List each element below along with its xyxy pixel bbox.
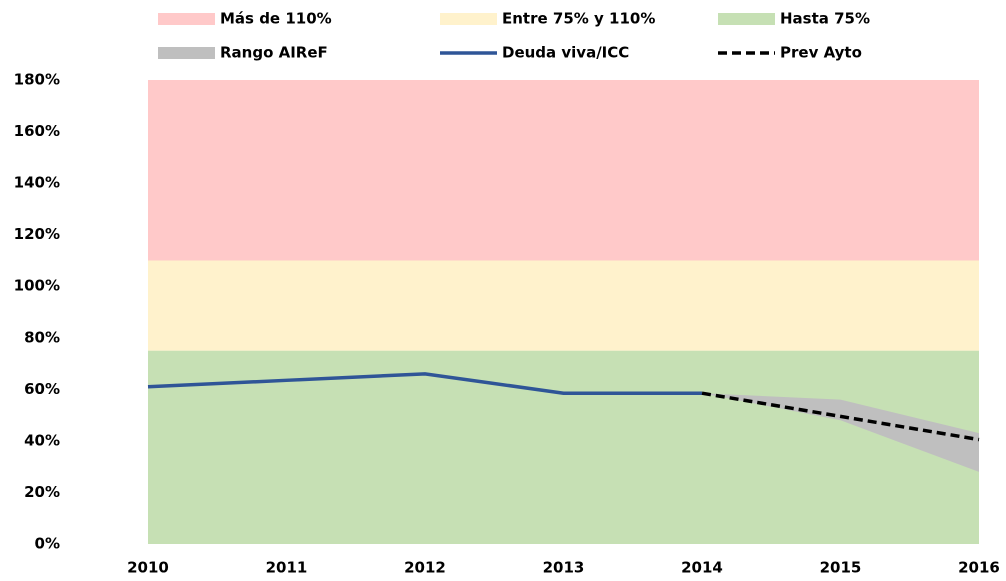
y-tick-label: 140%: [14, 174, 60, 192]
band-area: [148, 260, 979, 351]
legend-item: Deuda viva/ICC: [440, 44, 629, 62]
data-line: [147, 372, 702, 395]
legend-item: Rango AIReF: [158, 44, 328, 62]
bands: [148, 80, 979, 544]
x-tick-label: 2012: [404, 559, 446, 577]
legend-item: Hasta 75%: [718, 10, 870, 28]
legend-item: Entre 75% y 110%: [440, 10, 655, 28]
y-tick-label: 60%: [24, 380, 60, 398]
y-tick-label: 160%: [14, 122, 60, 140]
x-tick-label: 2010: [127, 559, 169, 577]
band-area: [148, 80, 979, 261]
y-tick-label: 80%: [24, 328, 60, 346]
legend-swatch: [158, 13, 215, 25]
y-tick-label: 20%: [24, 483, 60, 501]
legend-label: Prev Ayto: [780, 44, 862, 62]
y-tick-label: 0%: [35, 535, 60, 553]
legend-swatch: [158, 47, 215, 59]
y-tick-label: 100%: [14, 277, 60, 295]
x-tick-label: 2015: [820, 559, 862, 577]
x-tick-label: 2016: [958, 559, 1000, 577]
y-tick-label: 40%: [24, 431, 60, 449]
legend-label: Rango AIReF: [220, 44, 328, 62]
legend-label: Más de 110%: [220, 10, 332, 28]
x-tick-label: 2011: [266, 559, 308, 577]
legend-label: Hasta 75%: [780, 10, 870, 28]
legend-label: Entre 75% y 110%: [502, 10, 655, 28]
x-tick-label: 2013: [543, 559, 585, 577]
legend-swatch: [440, 13, 497, 25]
dashed-line: [701, 391, 980, 442]
x-tick-label: 2014: [681, 559, 723, 577]
lines: [147, 372, 980, 472]
y-tick-label: 120%: [14, 225, 60, 243]
range-area: [702, 393, 979, 472]
y-tick-label: 180%: [14, 71, 60, 89]
legend-item: Más de 110%: [158, 10, 332, 28]
legend-swatch: [718, 13, 775, 25]
legend-label: Deuda viva/ICC: [502, 44, 629, 62]
legend-item: Prev Ayto: [718, 44, 862, 62]
